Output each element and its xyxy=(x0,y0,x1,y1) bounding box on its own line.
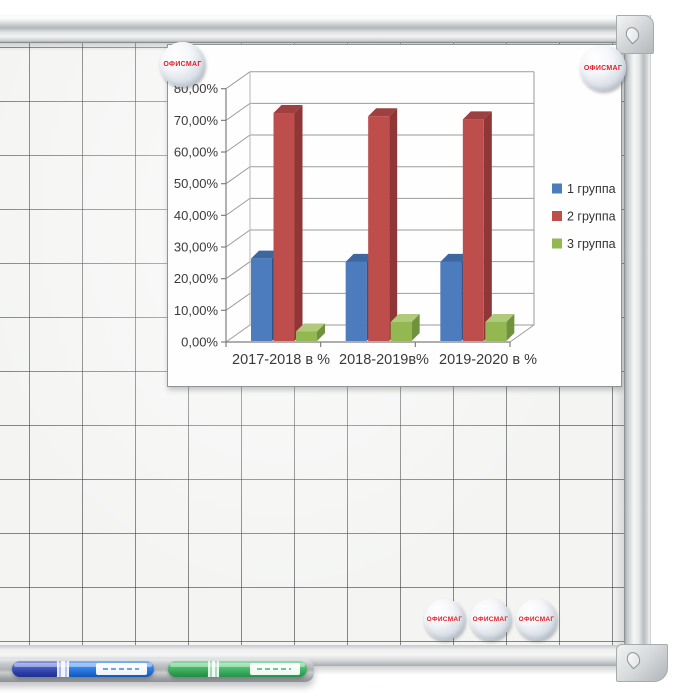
magnet-bottom-1: ОФИСМАГ xyxy=(424,599,465,640)
mount-hole-icon xyxy=(623,649,644,670)
svg-text:40,00%: 40,00% xyxy=(174,208,219,223)
svg-text:10,00%: 10,00% xyxy=(174,303,219,318)
magnet-brand-text: ОФИСМАГ xyxy=(426,616,463,623)
svg-text:50,00%: 50,00% xyxy=(174,176,219,191)
frame-corner-top-right xyxy=(616,15,654,54)
magnet-top-right: ОФИСМАГ xyxy=(580,45,626,91)
svg-text:2017-2018 в %: 2017-2018 в % xyxy=(232,352,330,368)
marker-collar xyxy=(208,661,219,677)
bar-chart: 0,00% 10,00% 20,00% 30,00% 40,00% 50,00% 60,00… xyxy=(174,71,616,368)
marker-label xyxy=(96,663,147,675)
svg-text:70,00%: 70,00% xyxy=(174,113,219,128)
svg-text:2 группа: 2 группа xyxy=(567,210,616,224)
svg-text:30,00%: 30,00% xyxy=(174,240,219,255)
magnet-brand-text: ОФИСМАГ xyxy=(518,616,555,623)
marker-label xyxy=(250,663,300,675)
magnet-top-left: ОФИСМАГ xyxy=(160,42,205,87)
magnet-brand-text: ОФИСМАГ xyxy=(472,616,509,623)
svg-text:20,00%: 20,00% xyxy=(174,271,219,286)
svg-text:2019-2020 в %: 2019-2020 в % xyxy=(439,352,537,368)
magnet-bottom-3: ОФИСМАГ xyxy=(516,599,557,640)
mount-hole-icon xyxy=(622,24,643,45)
frame-corner-bottom-right xyxy=(616,644,668,682)
marker-collar xyxy=(57,661,69,677)
svg-text:60,00%: 60,00% xyxy=(174,145,219,160)
marker-cap xyxy=(12,661,57,677)
magnet-bottom-2: ОФИСМАГ xyxy=(470,599,511,640)
marker-gloss xyxy=(170,663,305,667)
frame-top-rail xyxy=(0,15,652,43)
marker-cap xyxy=(168,661,208,677)
svg-text:3 группа: 3 группа xyxy=(567,237,616,251)
chart-sheet: 0,00% 10,00% 20,00% 30,00% 40,00% 50,00% 60,00… xyxy=(167,44,622,387)
svg-text:2018-2019в%: 2018-2019в% xyxy=(339,352,429,368)
marker-blue xyxy=(12,661,154,677)
svg-text:1 группа: 1 группа xyxy=(567,182,616,196)
frame-right-rail xyxy=(624,15,651,665)
frame-bottom-shadow xyxy=(0,666,652,675)
marker-green xyxy=(168,661,307,677)
svg-text:0,00%: 0,00% xyxy=(181,335,218,350)
magnet-brand-text: ОФИСМАГ xyxy=(163,61,202,68)
magnet-brand-text: ОФИСМАГ xyxy=(583,64,623,72)
marker-gloss xyxy=(14,663,152,667)
